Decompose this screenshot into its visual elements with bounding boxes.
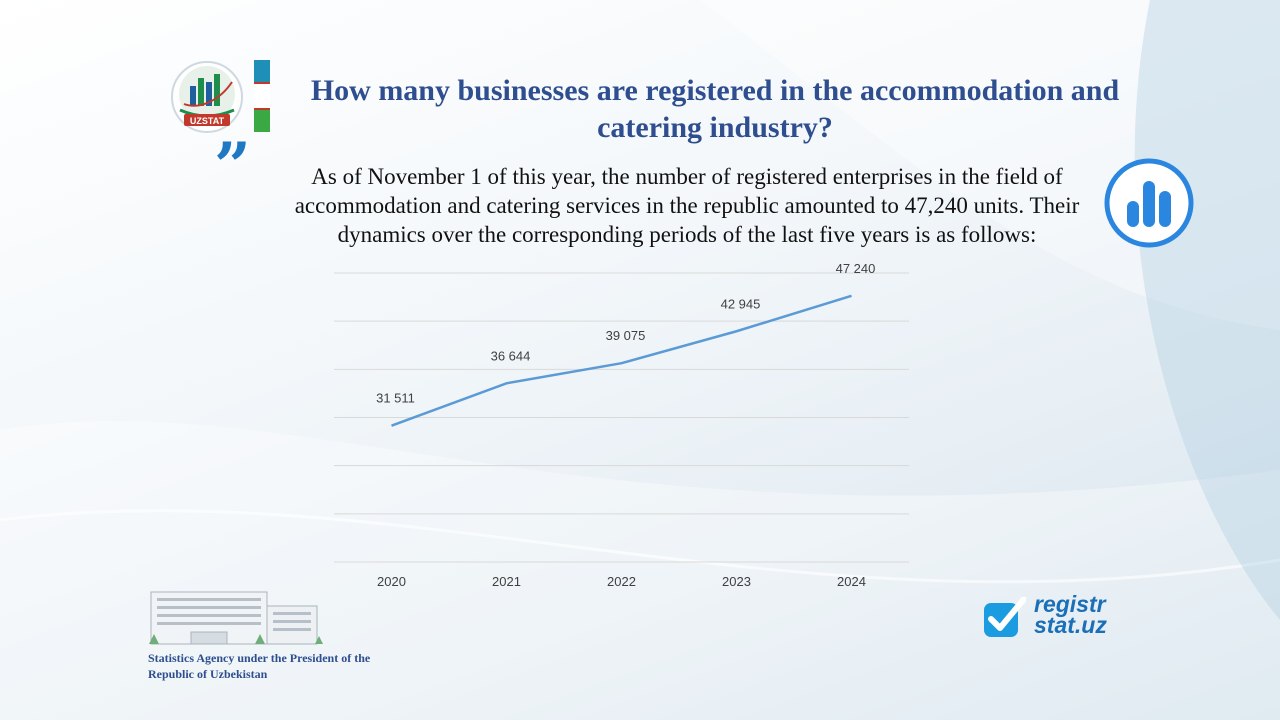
quote-icon: ” (214, 129, 251, 204)
x-tick-label: 2023 (722, 574, 751, 589)
logo-text: UZSTAT (190, 116, 225, 126)
brand-line-1: registr (1034, 591, 1106, 617)
registrstat-logo: registr stat.uz (982, 591, 1142, 644)
brand-line-2: stat.uz (1034, 612, 1107, 638)
data-label: 36 644 (491, 348, 531, 363)
x-tick-label: 2020 (377, 574, 406, 589)
bar-chart-icon (1104, 158, 1194, 248)
data-label: 39 075 (606, 328, 646, 343)
x-tick-label: 2021 (492, 574, 521, 589)
intro-paragraph: As of November 1 of this year, the numbe… (294, 164, 1080, 247)
x-tick-label: 2022 (607, 574, 636, 589)
line-chart: 31 511 36 644 39 075 42 945 47 240 2020 2021 2… (334, 261, 909, 589)
data-label: 42 945 (721, 296, 761, 311)
uzstat-logo-icon: UZSTAT (171, 61, 243, 133)
page-title: How many businesses are registered in th… (310, 74, 1120, 144)
x-tick-label: 2024 (837, 574, 866, 589)
data-label: 47 240 (836, 261, 876, 276)
flag-icon (254, 60, 270, 132)
checkmark-icon (984, 597, 1026, 637)
data-label: 31 511 (376, 391, 415, 406)
series-line (391, 294, 852, 427)
agency-name: Statistics Agency under the President of… (148, 651, 371, 681)
building-icon (149, 591, 323, 645)
